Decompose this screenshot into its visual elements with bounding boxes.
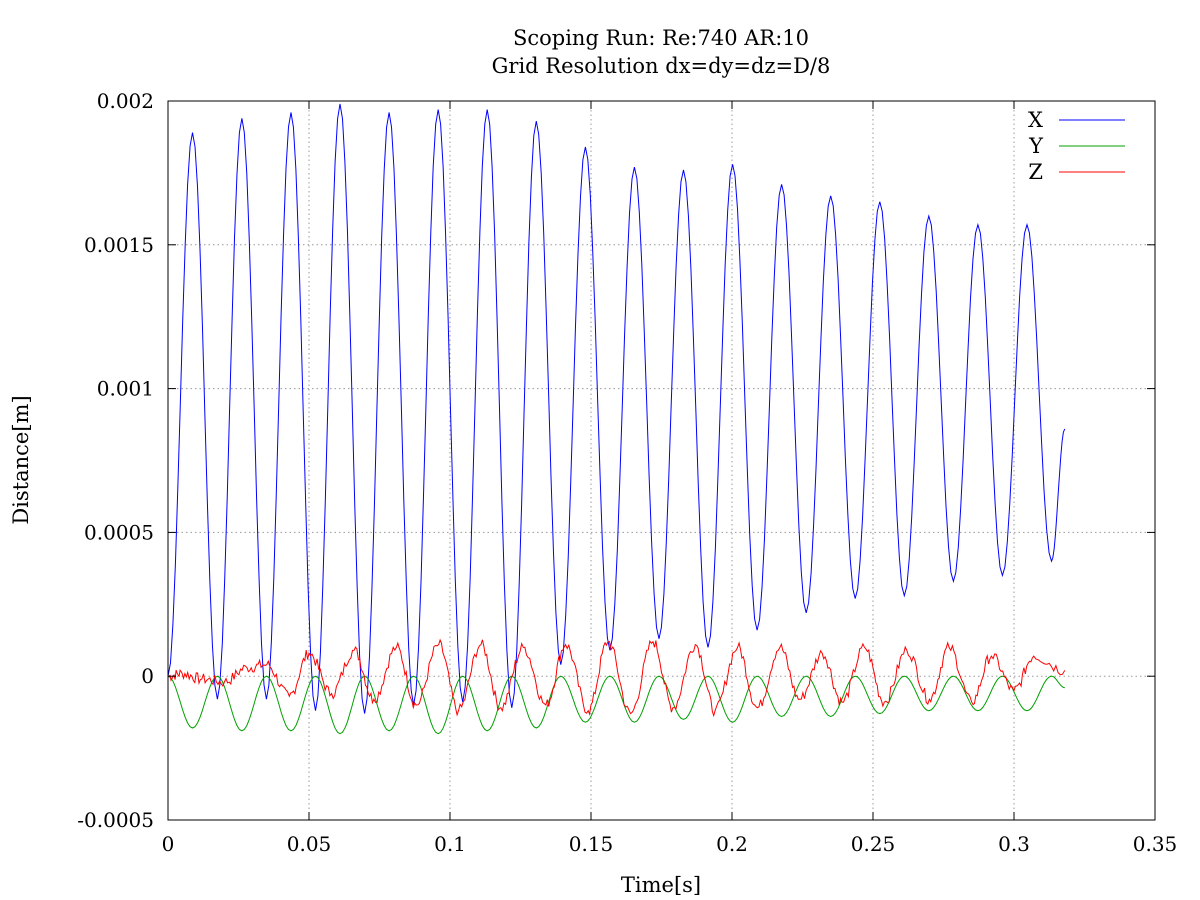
y-tick-label: 0.002 (97, 89, 154, 113)
series-line-x (167, 103, 1066, 714)
y-tick-label: 0.001 (97, 377, 154, 401)
legend-label-z: Z (1028, 160, 1043, 184)
y-tick-label: -0.0005 (77, 808, 154, 832)
y-tick-label: 0.0005 (84, 520, 154, 544)
series-line-z (167, 638, 1066, 718)
series-lines (167, 103, 1066, 735)
x-axis-label: Time[s] (621, 873, 701, 897)
series-line-y (167, 675, 1065, 735)
chart-subtitle: Grid Resolution dx=dy=dz=D/8 (492, 54, 831, 78)
legend-label-x: X (1028, 108, 1043, 132)
x-tick-label: 0.1 (434, 832, 466, 856)
x-tick-label: 0.15 (569, 832, 614, 856)
x-tick-label: 0.25 (851, 832, 896, 856)
legend: XYZ (1028, 108, 1125, 184)
x-tick-label: 0.35 (1133, 832, 1178, 856)
axis-ticks (167, 100, 1156, 821)
x-tick-label: 0.3 (998, 832, 1030, 856)
x-tick-label: 0 (162, 832, 175, 856)
tick-labels: 0 0.05 0.1 0.15 0.2 0.25 0.3 0.35 -0.0005 0 0.0005… (77, 89, 1177, 856)
x-tick-label: 0.2 (716, 832, 748, 856)
plot-frame (167, 100, 1156, 821)
grid-lines (168, 101, 1155, 820)
y-tick-label: 0 (141, 664, 154, 688)
y-tick-label: 0.0015 (84, 233, 154, 257)
legend-label-y: Y (1028, 134, 1044, 158)
x-tick-label: 0.05 (287, 832, 332, 856)
y-axis-label: Distance[m] (9, 395, 33, 524)
chart-title: Scoping Run: Re:740 AR:10 (513, 26, 809, 50)
